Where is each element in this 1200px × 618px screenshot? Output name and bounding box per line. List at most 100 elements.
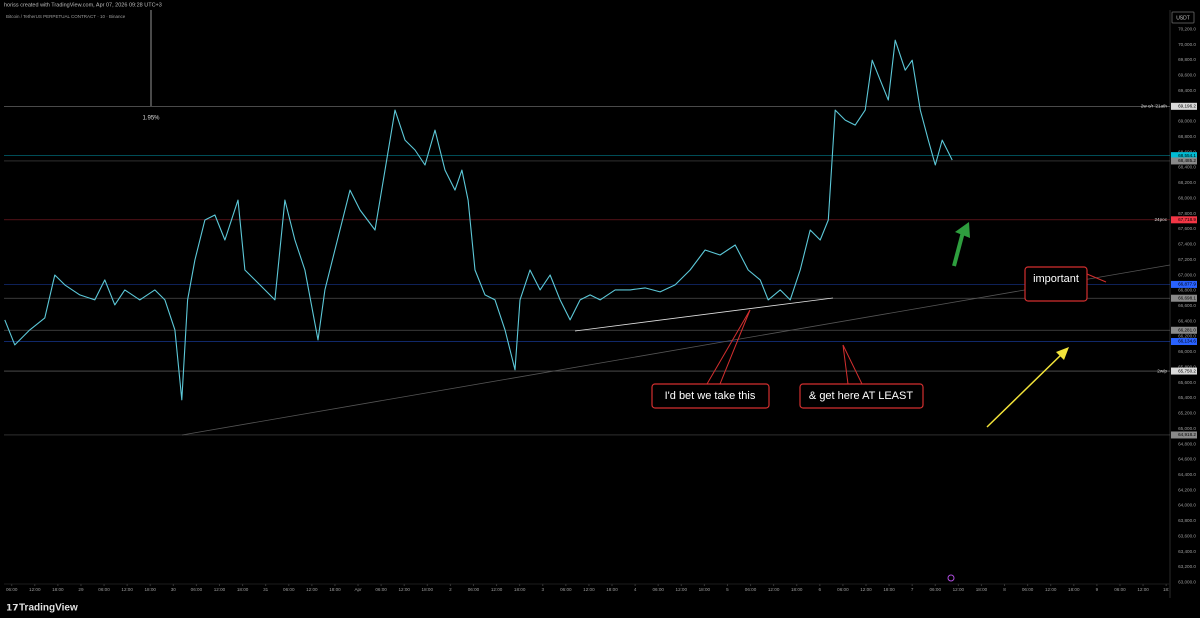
level-tag: 2w o/r '21ath — [1141, 104, 1168, 109]
y-tick-label: 65,800.0 — [1178, 364, 1196, 369]
y-tick-label: 66,000.0 — [1178, 349, 1196, 354]
currency: USDT — [1176, 15, 1190, 21]
y-tick-label: 68,800.0 — [1178, 134, 1196, 139]
x-tick-label: 18:00 — [52, 587, 64, 592]
footer — [0, 598, 1200, 618]
chart-title: Bitcoin / TetherUS PERPETUAL CONTRACT · … — [6, 14, 126, 19]
brand: TradingView — [19, 603, 78, 614]
y-tick-label: 66,200.0 — [1178, 334, 1196, 339]
x-tick-label: Apr — [354, 587, 362, 592]
x-tick-label: 5 — [726, 587, 729, 592]
level-label: 66,134.6 — [1178, 339, 1196, 344]
level-label: 64,918.2 — [1178, 432, 1196, 437]
levels: 2w o/r '21ath 24poc 2w/p — [4, 104, 1170, 436]
logo-mark: 𝟭𝟳 — [6, 602, 19, 612]
y-tick-label: 63,000.0 — [1178, 580, 1196, 585]
y-tick-label: 65,400.0 — [1178, 395, 1196, 400]
level-tag: 2w/p — [1157, 368, 1167, 373]
x-tick-label: 18:00 — [144, 587, 156, 592]
x-tick-label: 06:00 — [6, 587, 18, 592]
level-label: 68,485.2 — [1178, 158, 1196, 163]
x-tick-label: 06:00 — [560, 587, 572, 592]
callout-take: I'd bet we take this — [651, 309, 770, 409]
x-tick-label: 18:00 — [883, 587, 895, 592]
callout-important: important — [1024, 266, 1107, 302]
x-tick-label: 18:00 — [329, 587, 341, 592]
level-label-box — [1171, 326, 1197, 334]
x-tick-label: 30 — [171, 587, 177, 592]
x-tick-label: 12:00 — [1137, 587, 1149, 592]
x-tick-label: 06:00 — [191, 587, 203, 592]
callout-get-here: & get here AT LEAST — [799, 344, 924, 409]
y-tick-label: 70,000.0 — [1178, 42, 1196, 47]
y-tick-label: 64,200.0 — [1178, 487, 1196, 492]
y-tick-label: 67,400.0 — [1178, 242, 1196, 247]
x-tick-label: 18:00 — [422, 587, 434, 592]
y-tick-label: 68,600.0 — [1178, 149, 1196, 154]
x-tick-label: 18:00 — [791, 587, 803, 592]
x-tick-label: 06:00 — [283, 587, 295, 592]
level-label-box — [1171, 367, 1197, 375]
x-tick-label: 2 — [449, 587, 452, 592]
x-tick-label: 29 — [78, 587, 84, 592]
trend-line — [181, 264, 1171, 436]
level-label-box — [1171, 102, 1197, 110]
x-tick-label: 12:00 — [121, 587, 133, 592]
level-label-box — [1171, 280, 1197, 288]
x-tick-label: 12:00 — [1045, 587, 1057, 592]
level-label: 66,281.0 — [1178, 327, 1196, 332]
y-tick-label: 65,000.0 — [1178, 426, 1196, 431]
level-label-box — [1171, 338, 1197, 346]
y-tick-label: 63,400.0 — [1178, 549, 1196, 554]
series — [4, 39, 953, 401]
x-tick-label: 18:00 — [976, 587, 988, 592]
green-arrow — [952, 222, 970, 267]
x-tick-label: 18:00 — [237, 587, 249, 592]
y-tick-label: 68,400.0 — [1178, 165, 1196, 170]
level-label: 66,877.9 — [1178, 282, 1196, 287]
x-tick-label: 18: — [1163, 587, 1169, 592]
y-tick-label: 66,600.0 — [1178, 303, 1196, 308]
x-tick-label: 12:00 — [214, 587, 226, 592]
x-tick-label: 06:00 — [930, 587, 942, 592]
x-tick-label: 18:00 — [606, 587, 618, 592]
x-tick-label: 06:00 — [375, 587, 387, 592]
x-tick-label: 12:00 — [491, 587, 503, 592]
x-tick-label: 06:00 — [1022, 587, 1034, 592]
x-tick-label: 06:00 — [652, 587, 664, 592]
level-label-box — [1171, 157, 1197, 165]
event-icon — [947, 574, 955, 582]
x-tick-label: 06:00 — [98, 587, 110, 592]
y-tick-label: 64,000.0 — [1178, 503, 1196, 508]
x-tick-label: 18:00 — [699, 587, 711, 592]
x-tick-label: 06:00 — [1114, 587, 1126, 592]
x-tick-label: 9 — [1096, 587, 1099, 592]
y-tick-label: 67,200.0 — [1178, 257, 1196, 262]
y-tick-label: 67,600.0 — [1178, 226, 1196, 231]
x-tick-label: 12:00 — [676, 587, 688, 592]
y-tick-label: 63,800.0 — [1178, 518, 1196, 523]
y-tick-label: 65,600.0 — [1178, 380, 1196, 385]
y-axis: 63,000.0 63,200.0 63,400.0 63,600.0 63,800.0… — [1171, 26, 1197, 585]
annotation: & get here AT LEAST — [809, 390, 913, 402]
level-label: 69,196.2 — [1178, 104, 1196, 109]
x-tick-label: 3 — [541, 587, 544, 592]
x-tick-label: 8 — [1003, 587, 1006, 592]
y-tick-label: 64,800.0 — [1178, 441, 1196, 446]
trend-line — [574, 297, 834, 332]
y-tick-label: 65,200.0 — [1178, 411, 1196, 416]
x-tick-label: 06:00 — [468, 587, 480, 592]
y-tick-label: 64,400.0 — [1178, 472, 1196, 477]
y-tick-label: 64,600.0 — [1178, 457, 1196, 462]
level-label: 67,718.9 — [1178, 217, 1196, 222]
x-tick-label: 6 — [819, 587, 822, 592]
level-label: 68,554.1 — [1178, 153, 1196, 158]
y-tick-label: 69,600.0 — [1178, 73, 1196, 78]
y-tick-label: 68,000.0 — [1178, 195, 1196, 200]
y-tick-label: 63,600.0 — [1178, 533, 1196, 538]
x-tick-label: 06:00 — [837, 587, 849, 592]
x-tick-label: 18:00 — [514, 587, 526, 592]
y-tick-label: 69,400.0 — [1178, 88, 1196, 93]
